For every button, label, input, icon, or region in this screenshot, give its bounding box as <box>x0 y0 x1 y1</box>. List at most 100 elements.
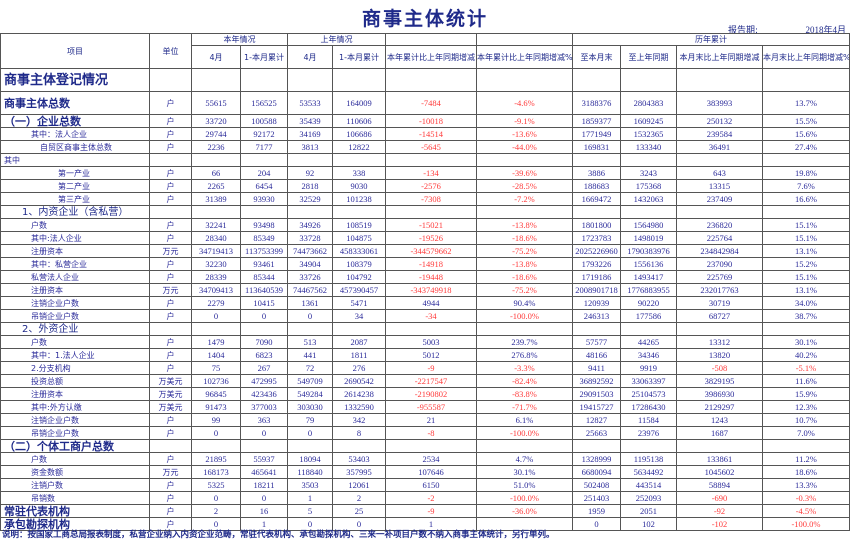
value-cell: -343749918 <box>385 283 477 297</box>
value-cell: 34 <box>332 309 386 323</box>
value-cell <box>620 68 677 92</box>
table-row: 吊销数户 0 0 1 2 -2 -100.0% 251403 252093 -690 -0.3% <box>0 491 850 505</box>
row-label: 商事主体总数 <box>0 91 150 115</box>
value-cell: -19526 <box>385 231 477 245</box>
row-unit: 户 <box>149 335 192 349</box>
value-cell: 32241 <box>191 218 241 232</box>
value-cell: 4944 <box>385 296 477 310</box>
table-row: 第三产业户 31389 93930 32529 101238 -7308 -7.2% 1669… <box>0 192 850 206</box>
value-cell <box>572 322 621 336</box>
value-cell: 18.6% <box>762 465 850 479</box>
value-cell: 0 <box>572 517 621 531</box>
row-label: 第一产业 <box>0 166 150 180</box>
value-cell: -100.0% <box>476 309 573 323</box>
value-cell: 15.5% <box>762 114 850 128</box>
value-cell: 108519 <box>332 218 386 232</box>
table-row: 注册资本 万元 34719413 113753399 74473662 458333061… <box>0 244 850 258</box>
header-blank <box>385 33 477 46</box>
value-cell: 118840 <box>287 465 333 479</box>
value-cell: 15.6% <box>762 127 850 141</box>
value-cell: 1801800 <box>572 218 621 232</box>
value-cell: 342 <box>332 413 386 427</box>
row-label: 其中：私营企业 <box>0 257 150 271</box>
value-cell: 1776883955 <box>620 283 677 297</box>
value-cell: 120939 <box>572 296 621 310</box>
value-cell: 66 <box>191 166 241 180</box>
value-cell: 239.7% <box>476 335 573 349</box>
value-cell: 93461 <box>240 257 288 271</box>
value-cell <box>191 439 241 453</box>
value-cell: 234842984 <box>676 244 763 258</box>
value-cell: 16 <box>240 504 288 518</box>
value-cell: 0 <box>287 309 333 323</box>
value-cell: 7.6% <box>762 179 850 193</box>
row-unit: 万美元 <box>149 387 192 401</box>
value-cell: -82.4% <box>476 374 573 388</box>
row-label: 1、内资企业（含私营） <box>0 205 150 219</box>
table-row: 其中：1.法人企业户 1404 6823 441 1811 5012 276.8% 48166… <box>0 348 850 362</box>
value-cell: 0 <box>191 309 241 323</box>
value-cell: 92172 <box>240 127 288 141</box>
value-cell <box>476 153 573 167</box>
value-cell <box>287 153 333 167</box>
value-cell: 99 <box>191 413 241 427</box>
value-cell <box>332 205 386 219</box>
value-cell: 303030 <box>287 400 333 414</box>
value-cell: 232017763 <box>676 283 763 297</box>
value-cell <box>572 68 621 92</box>
header-history: 历年累计 <box>572 33 850 46</box>
value-cell: 13.1% <box>762 283 850 297</box>
row-label: 投资总额 <box>0 374 150 388</box>
table-row: 第一产业户 66 204 92 338 -134 -39.6% 3886 3243 643 19.8… <box>0 166 850 180</box>
footnote: 说明：按国家工商总局报表制度，私营企业纳入内资企业范畴，常驻代表机构、承包勘探机… <box>2 530 555 540</box>
value-cell: 7.0% <box>762 426 850 440</box>
value-cell: 2236 <box>191 140 241 154</box>
value-cell: 1 <box>385 517 477 531</box>
value-cell: 2279 <box>191 296 241 310</box>
row-unit: 户 <box>149 452 192 466</box>
value-cell: 34709413 <box>191 283 241 297</box>
value-cell: -13.6% <box>476 127 573 141</box>
value-cell: 3829195 <box>676 374 763 388</box>
value-cell: 101238 <box>332 192 386 206</box>
value-cell: -102 <box>676 517 763 531</box>
value-cell: 30719 <box>676 296 763 310</box>
value-cell: 6680094 <box>572 465 621 479</box>
value-cell: 2008901718 <box>572 283 621 297</box>
value-cell: 13312 <box>676 335 763 349</box>
value-cell: 1328999 <box>572 452 621 466</box>
row-label: 户数 <box>0 218 150 232</box>
table-row: 资金数额 万元 168173 465641 118840 357995 107646 30.1… <box>0 465 850 479</box>
value-cell: 0 <box>191 491 241 505</box>
value-cell: 68727 <box>676 309 763 323</box>
value-cell: -2190802 <box>385 387 477 401</box>
value-cell: 104792 <box>332 270 386 284</box>
value-cell: -134 <box>385 166 477 180</box>
row-unit: 户 <box>149 270 192 284</box>
value-cell <box>385 153 477 167</box>
value-cell: 1859377 <box>572 114 621 128</box>
value-cell: 175368 <box>620 179 677 193</box>
value-cell: 92 <box>287 166 333 180</box>
value-cell: 102 <box>620 517 677 531</box>
row-unit: 户 <box>149 114 192 128</box>
value-cell: 472995 <box>240 374 288 388</box>
value-cell: 74467562 <box>287 283 333 297</box>
value-cell: 168173 <box>191 465 241 479</box>
value-cell: 1669472 <box>572 192 621 206</box>
value-cell: 6454 <box>240 179 288 193</box>
value-cell: 225764 <box>676 231 763 245</box>
value-cell: 3188376 <box>572 91 621 115</box>
value-cell <box>385 439 477 453</box>
row-label: 吊销企业户数 <box>0 309 150 323</box>
value-cell: 377003 <box>240 400 288 414</box>
row-label: 其中：1.法人企业 <box>0 348 150 362</box>
value-cell: 0 <box>287 426 333 440</box>
value-cell: 15.1% <box>762 218 850 232</box>
value-cell: 25 <box>332 504 386 518</box>
value-cell <box>240 153 288 167</box>
value-cell: 549709 <box>287 374 333 388</box>
value-cell <box>240 439 288 453</box>
value-cell: 0 <box>191 426 241 440</box>
table-row: 承包勘探机构户 0 1 0 0 1 0 102 -102 -100.0% <box>0 517 850 531</box>
